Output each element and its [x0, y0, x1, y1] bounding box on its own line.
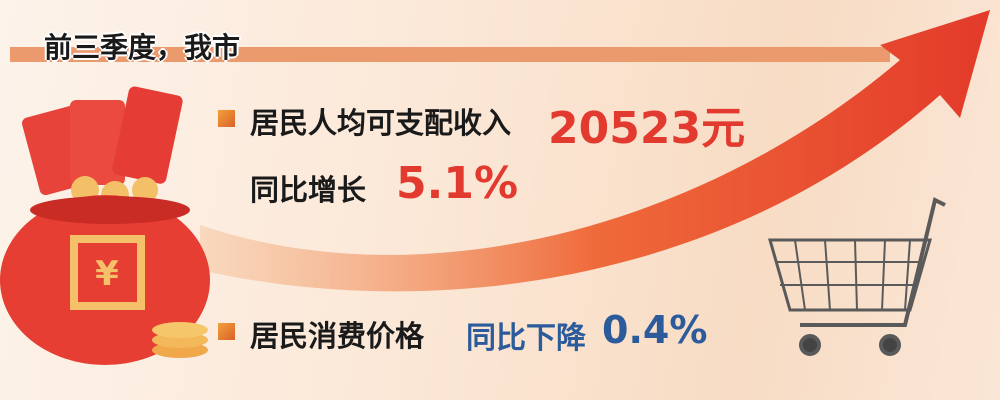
price-change-label: 同比下降 — [466, 321, 586, 356]
money-bag-icon: ¥ — [0, 86, 210, 365]
page-title: 前三季度，我市 — [44, 31, 241, 64]
growth-label: 同比增长 — [250, 173, 367, 207]
svg-text:¥: ¥ — [95, 254, 119, 294]
title-band — [10, 47, 890, 62]
growth-value: 5.1% — [396, 158, 519, 209]
price-label: 居民消费价格 — [250, 319, 425, 353]
bullet-icon — [218, 110, 235, 127]
shopping-cart-icon — [768, 197, 946, 356]
bullet-icon — [218, 323, 235, 340]
rising-arrow-icon — [200, 10, 990, 292]
income-label: 居民人均可支配收入 — [250, 106, 512, 140]
coin-stack-icon — [152, 322, 208, 358]
income-value: 20523元 — [548, 103, 746, 154]
price-change-value: 0.4% — [602, 308, 708, 352]
